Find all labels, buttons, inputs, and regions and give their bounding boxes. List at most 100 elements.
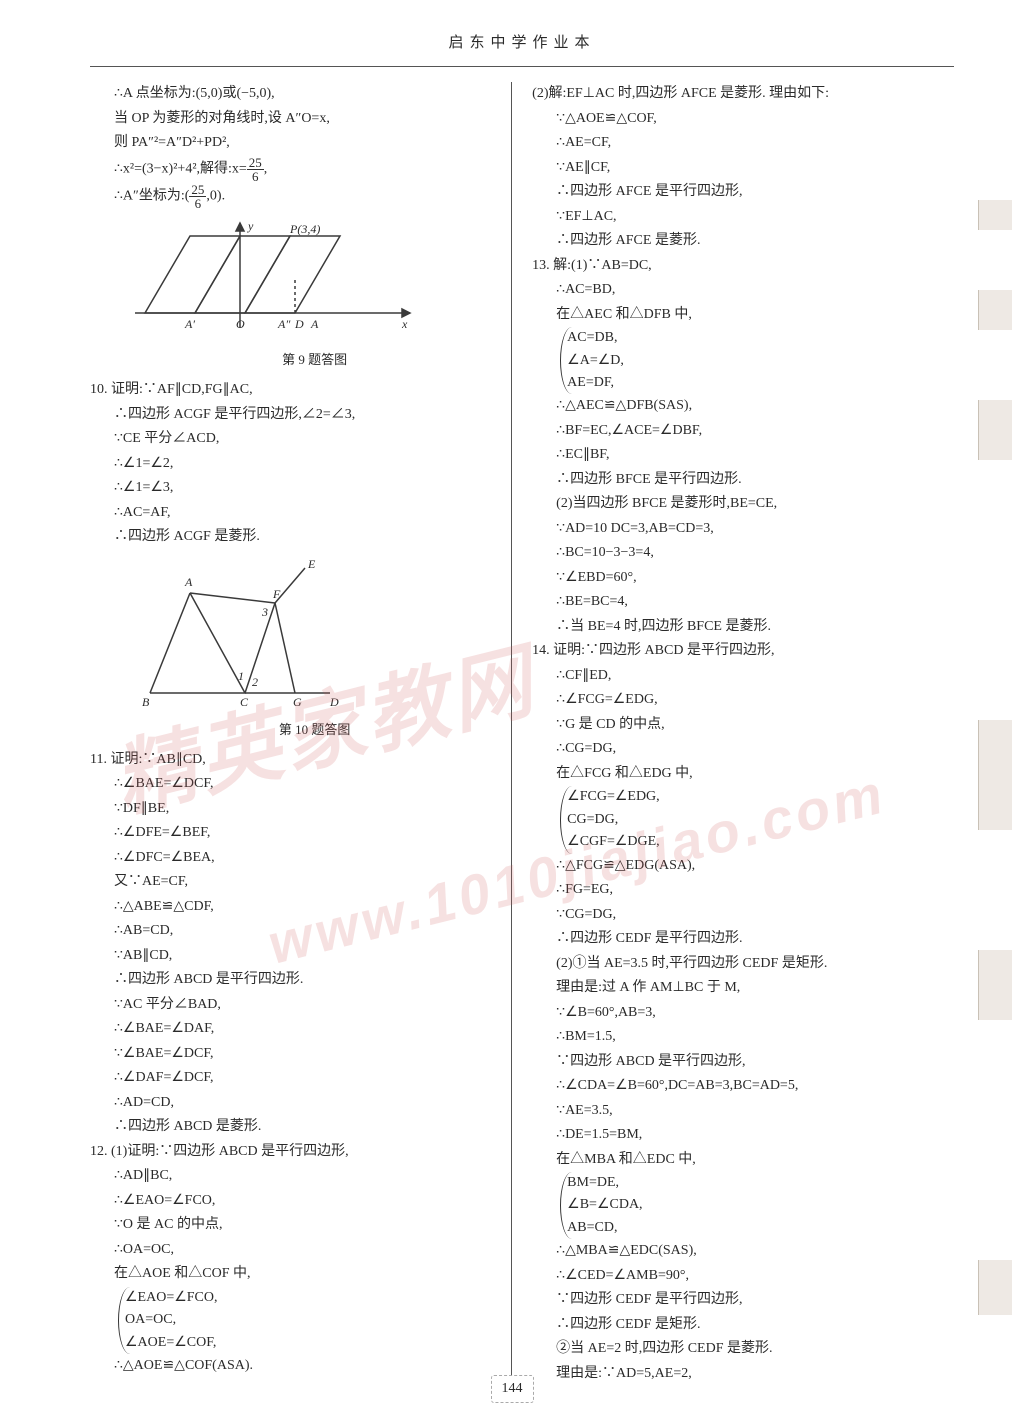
x-tick-label: A″ (277, 317, 291, 331)
text-line: (2)①当 AE=3.5 时,平行四边形 CEDF 是矩形. (532, 952, 954, 977)
fraction: 256 (247, 156, 264, 183)
angle-label: 1 (238, 669, 244, 683)
text-line: ∴△AEC≌△DFB(SAS), (532, 394, 954, 419)
x-tick-label: A (310, 317, 319, 331)
brace-line: AE=DF, (567, 372, 624, 394)
vertex-label: B (142, 695, 150, 708)
text-line: 11. 证明:∵AB∥CD, (90, 748, 499, 773)
text-line: ∵AE=3.5, (532, 1099, 954, 1124)
scan-artifact (978, 290, 1012, 330)
text-line: ∴AC=AF, (90, 501, 499, 526)
figure-10-svg: A B C D E F G 1 2 3 (130, 558, 380, 708)
text-line: ∴BC=10−3−3=4, (532, 541, 954, 566)
text-line: ∴四边形 CEDF 是矩形. (532, 1313, 954, 1338)
text-line: 在△AOE 和△COF 中, (90, 1262, 499, 1287)
brace-line: ∠A=∠D, (567, 350, 624, 372)
text-line: ∴当 BE=4 时,四边形 BFCE 是菱形. (532, 615, 954, 640)
text-line: ∴CF∥ED, (532, 664, 954, 689)
text-line: 当 OP 为菱形的对角线时,设 A″O=x, (90, 107, 499, 132)
point-label: P(3,4) (289, 222, 320, 236)
figure-10: A B C D E F G 1 2 3 第 10 题答图 (130, 558, 499, 742)
axis-x-label: x (401, 317, 408, 331)
text-span: ∴A″坐标为:( (114, 188, 189, 203)
text-line: ∴CG=DG, (532, 737, 954, 762)
right-column: (2)解:EF⊥AC 时,四边形 AFCE 是菱形. 理由如下: ∵△AOE≌△… (532, 82, 954, 1386)
brace-line: ∠CGF=∠DGE, (567, 831, 660, 853)
text-line: ∴FG=EG, (532, 878, 954, 903)
text-line: ∴∠DAF=∠DCF, (90, 1066, 499, 1091)
x-tick-label: O (236, 317, 245, 331)
text-line: ∴△ABE≌△CDF, (90, 895, 499, 920)
text-line: 又∵AE=CF, (90, 870, 499, 895)
text-line: ∵AE∥CF, (532, 156, 954, 181)
brace-group: ∠FCG=∠EDG, CG=DG, ∠CGF=∠DGE, (532, 786, 954, 853)
vertex-label: G (293, 695, 302, 708)
brace-group: ∠EAO=∠FCO, OA=OC, ∠AOE=∠COF, (90, 1287, 499, 1354)
brace-line: AC=DB, (567, 327, 624, 349)
text-line: ∵O 是 AC 的中点, (90, 1213, 499, 1238)
text-line: ∴∠BAE=∠DAF, (90, 1017, 499, 1042)
brace-line: AB=CD, (567, 1217, 642, 1239)
text-line: ∵AB∥CD, (90, 944, 499, 969)
vertex-label: D (329, 695, 339, 708)
text-line: ∵CG=DG, (532, 903, 954, 928)
figure-9-svg: P(3,4) y x A′ O A″ D A (130, 218, 420, 338)
text-line: ∴∠EAO=∠FCO, (90, 1189, 499, 1214)
scan-artifact (978, 200, 1012, 230)
text-line: ∵四边形 ABCD 是平行四边形, (532, 1050, 954, 1075)
text-line: ∴四边形 BFCE 是平行四边形. (532, 468, 954, 493)
text-line: ∴BF=EC,∠ACE=∠DBF, (532, 419, 954, 444)
text-line: 14. 证明:∵四边形 ABCD 是平行四边形, (532, 639, 954, 664)
brace-line: ∠B=∠CDA, (567, 1194, 642, 1216)
text-line: ∴A″坐标为:(256,0). (90, 183, 499, 210)
text-line: ∴AB=CD, (90, 919, 499, 944)
vertex-label: F (272, 587, 281, 601)
angle-label: 2 (252, 675, 258, 689)
page-number-area: 144 (0, 1375, 1024, 1404)
text-line: ∵∠EBD=60°, (532, 566, 954, 591)
text-line: ∵G 是 CD 的中点, (532, 713, 954, 738)
brace-group: BM=DE, ∠B=∠CDA, AB=CD, (532, 1172, 954, 1239)
left-column: ∴A 点坐标为:(5,0)或(−5,0), 当 OP 为菱形的对角线时,设 A″… (90, 82, 512, 1386)
scan-artifact (978, 400, 1012, 460)
text-line: ∴AE=CF, (532, 131, 954, 156)
page-number: 144 (491, 1375, 534, 1404)
text-line: ∵EF⊥AC, (532, 205, 954, 230)
text-line: ∴∠1=∠3, (90, 476, 499, 501)
two-column-layout: ∴A 点坐标为:(5,0)或(−5,0), 当 OP 为菱形的对角线时,设 A″… (90, 82, 954, 1386)
text-span: , (264, 161, 268, 176)
text-line: ②当 AE=2 时,四边形 CEDF 是菱形. (532, 1337, 954, 1362)
text-line: ∴∠CED=∠AMB=90°, (532, 1264, 954, 1289)
vertex-label: E (307, 558, 316, 571)
text-line: ∴OA=OC, (90, 1238, 499, 1263)
text-line: 12. (1)证明:∵四边形 ABCD 是平行四边形, (90, 1140, 499, 1165)
text-span: ,0). (206, 188, 225, 203)
figure-9: P(3,4) y x A′ O A″ D A 第 9 题答图 (130, 218, 499, 372)
text-line: ∴四边形 ABCD 是菱形. (90, 1115, 499, 1140)
figure-caption: 第 9 题答图 (130, 349, 499, 372)
figure-caption: 第 10 题答图 (130, 719, 499, 742)
angle-label: 3 (261, 605, 268, 619)
fraction: 256 (189, 183, 206, 210)
text-line: ∵AD=10 DC=3,AB=CD=3, (532, 517, 954, 542)
text-line: ∵CE 平分∠ACD, (90, 427, 499, 452)
text-line: 在△MBA 和△EDC 中, (532, 1148, 954, 1173)
text-line: 10. 证明:∵AF∥CD,FG∥AC, (90, 378, 499, 403)
x-tick-label: A′ (184, 317, 195, 331)
axis-y-label: y (247, 219, 254, 233)
brace-line: BM=DE, (567, 1172, 642, 1194)
scan-artifact (978, 1260, 1012, 1315)
text-line: ∴∠FCG=∠EDG, (532, 688, 954, 713)
text-line: ∵四边形 CEDF 是平行四边形, (532, 1288, 954, 1313)
brace-line: OA=OC, (125, 1309, 218, 1331)
text-line: ∴△FCG≌△EDG(ASA), (532, 854, 954, 879)
text-line: ∴x²=(3−x)²+4²,解得:x=256, (90, 156, 499, 183)
text-line: ∴AD∥BC, (90, 1164, 499, 1189)
page-header: 启东中学作业本 (90, 30, 954, 56)
text-line: (2)解:EF⊥AC 时,四边形 AFCE 是菱形. 理由如下: (532, 82, 954, 107)
text-line: ∴四边形 AFCE 是菱形. (532, 229, 954, 254)
text-line: ∴∠BAE=∠DCF, (90, 772, 499, 797)
text-line: ∴△MBA≌△EDC(SAS), (532, 1239, 954, 1264)
text-line: 在△AEC 和△DFB 中, (532, 303, 954, 328)
text-line: ∴AD=CD, (90, 1091, 499, 1116)
